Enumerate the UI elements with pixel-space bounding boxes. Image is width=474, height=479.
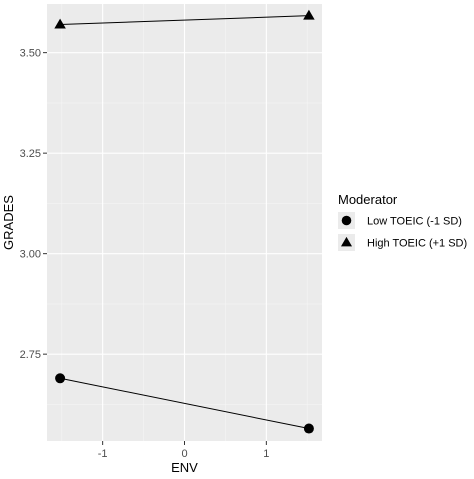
x-axis-title: ENV bbox=[171, 460, 198, 475]
x-axis-ticks: -1 0 1 bbox=[98, 441, 269, 460]
x-tick-label: -1 bbox=[98, 448, 108, 460]
triangle-point bbox=[303, 9, 315, 20]
y-tick-label: 3.00 bbox=[20, 249, 41, 261]
circle-point bbox=[303, 423, 314, 434]
legend-circle-icon bbox=[341, 215, 352, 226]
y-tick-label: 2.75 bbox=[20, 349, 41, 361]
legend-label: Low TOEIC (-1 SD) bbox=[367, 216, 462, 228]
major-gridlines bbox=[47, 4, 322, 441]
triangle-point bbox=[54, 18, 66, 29]
series-layer bbox=[54, 9, 315, 434]
y-axis-ticks: 2.75 3.00 3.25 3.50 bbox=[20, 48, 47, 361]
legend-title: Moderator bbox=[338, 192, 398, 207]
series-line bbox=[59, 377, 310, 430]
y-tick-label: 3.50 bbox=[20, 48, 41, 60]
series-low-toeic bbox=[55, 373, 314, 434]
legend: Moderator Low TOEIC (-1 SD) High TOEIC (+… bbox=[338, 192, 467, 251]
y-axis-title: GRADES bbox=[1, 195, 16, 250]
x-tick-label: 1 bbox=[263, 448, 269, 460]
x-tick-label: 0 bbox=[181, 448, 187, 460]
legend-label: High TOEIC (+1 SD) bbox=[367, 238, 467, 250]
y-tick-label: 3.25 bbox=[20, 148, 41, 160]
series-high-toeic bbox=[54, 9, 315, 29]
circle-point bbox=[55, 373, 66, 384]
legend-triangle-icon bbox=[340, 236, 353, 247]
series-line bbox=[60, 15, 309, 26]
